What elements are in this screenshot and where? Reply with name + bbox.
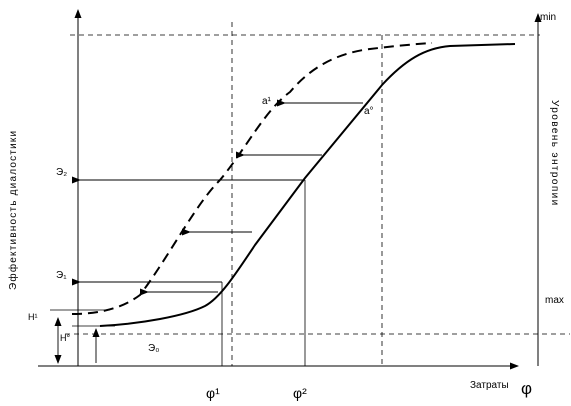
projection-lines [50, 180, 306, 366]
dashed-curve [71, 42, 433, 315]
h1-label: H¹ [28, 312, 38, 322]
right-axis-title: Уровень энтропии [549, 100, 560, 207]
x-axis-title: Затраты [470, 380, 509, 391]
axes [38, 9, 542, 370]
e2-label: Э₂ [56, 167, 67, 178]
right-scale-min: min [540, 12, 556, 23]
solid-curve [99, 43, 516, 327]
a1-label: a¹ [262, 96, 272, 107]
x-axis-symbol: φ [521, 379, 532, 398]
guide-lines [65, 22, 570, 366]
a0-label: a° [364, 106, 374, 117]
projection-arrows [54, 99, 363, 364]
y-axis-title: Эффективность диалостики [7, 130, 19, 290]
phi1-label: φ¹ [206, 385, 220, 401]
h0-label: H° [60, 333, 70, 343]
e0-label: Э₀ [148, 343, 159, 354]
phi2-label: φ² [293, 385, 307, 401]
right-scale-max: max [545, 295, 564, 306]
e1-label: Э₁ [56, 270, 67, 281]
